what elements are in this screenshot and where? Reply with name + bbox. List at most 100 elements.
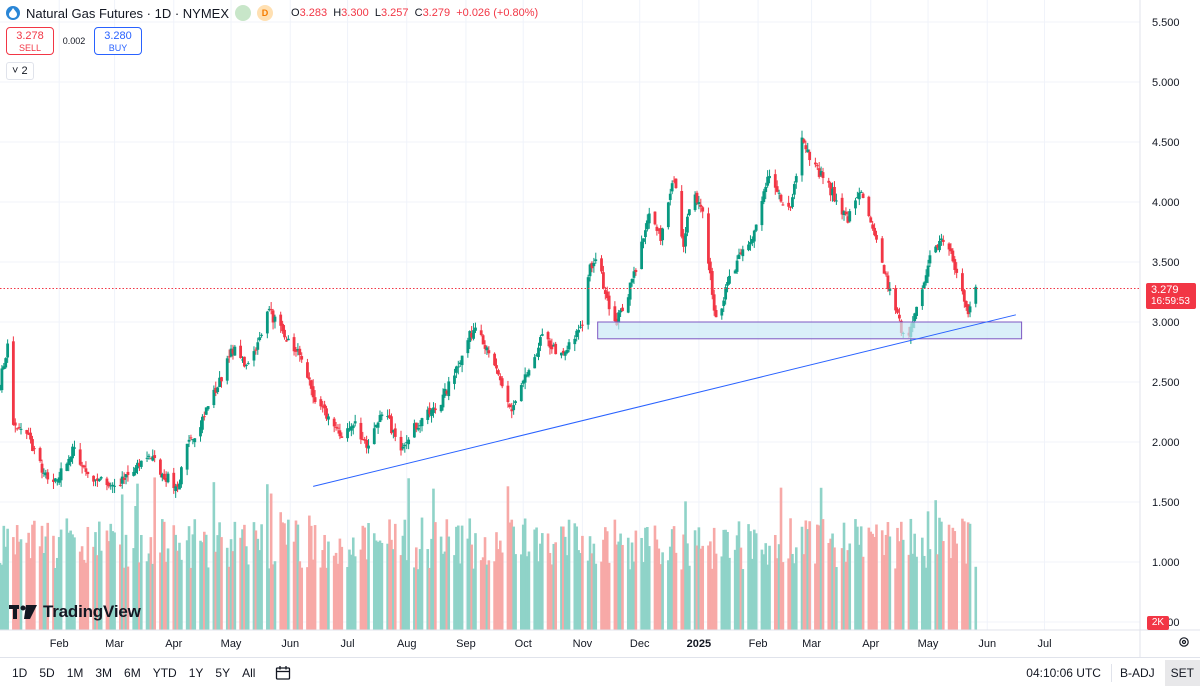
volume-tag: 2K [1147,616,1169,630]
candle-body [126,471,130,476]
volume-bar [644,527,647,630]
volume-bar [940,521,943,630]
candle-body [160,473,164,478]
volume-bar [521,524,525,630]
volume-bar [321,550,325,630]
volume-bar [176,550,179,630]
candle-body [789,206,792,208]
timeframe-1d[interactable]: 1D [12,665,28,680]
data-delay-badge[interactable]: D [257,5,273,21]
candle-body [11,341,15,425]
drawings[interactable] [0,288,1140,487]
candle-body [699,204,703,207]
candle-body [430,410,433,416]
volume-bar [388,519,391,630]
candle-body [441,394,445,408]
timeframe-ytd[interactable]: YTD [152,665,177,680]
symbol-title[interactable]: Natural Gas Futures · 1D · NYMEX [26,5,229,21]
candle-body [460,355,464,366]
volume-bar [283,523,286,630]
candle-body [279,314,283,326]
candle-body [762,191,766,202]
volume-bar [873,536,876,630]
timeframe-5d[interactable]: 5D [39,665,55,680]
volume-bar [363,527,367,630]
timeframe-3m[interactable]: 3M [95,665,113,680]
candle-body [661,228,665,241]
volume-bar [861,556,865,630]
volume-bar [514,554,517,630]
price-chart[interactable]: 5.500 5.000 4.500 4.000 3.500 3.000 2.500 2.000… [0,0,1200,657]
volume-bar [350,554,353,630]
volume-bar [619,533,622,630]
timeframe-1m[interactable]: 1M [66,665,84,680]
candle-body [38,448,42,461]
volume-bar [124,534,128,630]
x-tick-label: Jul [341,638,355,650]
volume-bar [453,555,456,630]
calendar-icon[interactable] [275,665,291,681]
trendline [313,314,1016,487]
candle-body [508,404,512,408]
symbol-legend[interactable]: Natural Gas Futures · 1D · NYMEX D O3.28… [6,5,538,21]
volume-bar [579,552,582,630]
candle-body [113,485,116,487]
timeframe-all[interactable]: All [242,665,256,680]
candle-body [737,254,741,260]
volume-bar [539,543,542,630]
candle-body [521,380,525,384]
candle-body [199,427,202,437]
volume-bar [96,555,99,630]
volume-bar [814,563,817,630]
volume-bar [458,563,462,630]
candle-body [265,311,269,334]
candle-body [233,346,237,356]
gear-icon[interactable] [1178,636,1190,648]
timeframe-1y[interactable]: 1Y [188,665,204,680]
candle-body [813,162,817,165]
candle-body [794,176,798,183]
volume-bar [728,557,731,630]
volume-bar [109,523,113,630]
candle-body [922,282,926,289]
sell-button[interactable]: 3.278 SELL [6,27,54,55]
volume-bar [766,564,769,630]
candle-body [961,273,964,292]
x-tick-label: Oct [515,638,532,650]
volume-bar [25,542,29,630]
volume-bar [187,526,191,630]
candle-body [642,238,645,242]
timeframe-6m[interactable]: 6M [124,665,141,680]
volume-bar [525,556,529,630]
candle-body [842,211,846,216]
volume-bar [162,521,166,630]
volume-bar [407,478,410,630]
candle-body [880,238,884,263]
session-toggle[interactable]: SET [1164,660,1200,686]
volume-bar [537,561,540,630]
candle-body [32,448,36,450]
volume-bar [754,533,758,630]
candle-body [861,193,865,199]
volume-bar [399,555,403,630]
candle-body [659,227,663,241]
timeframe-5y[interactable]: 5Y [215,665,231,680]
volume-bar [149,537,153,630]
utc-clock[interactable]: 04:10:06 UTC [1026,666,1101,680]
candle-body [458,362,462,365]
candle-body [655,226,659,231]
spread-value: 0.002 [62,36,86,46]
candle-body [955,268,959,273]
indicators-toggle[interactable]: ˅ 2 [6,62,34,80]
volume-bar [710,568,714,630]
adjustment-toggle[interactable]: B-ADJ [1119,666,1155,680]
volume-bar [393,523,397,630]
candle-body [204,407,208,415]
market-status-icon[interactable] [235,5,251,21]
candle-body [672,180,676,182]
candle-body [953,259,957,270]
volume-bar [819,487,823,630]
buy-button[interactable]: 3.280 BUY [94,27,142,55]
candle-body [773,174,777,188]
